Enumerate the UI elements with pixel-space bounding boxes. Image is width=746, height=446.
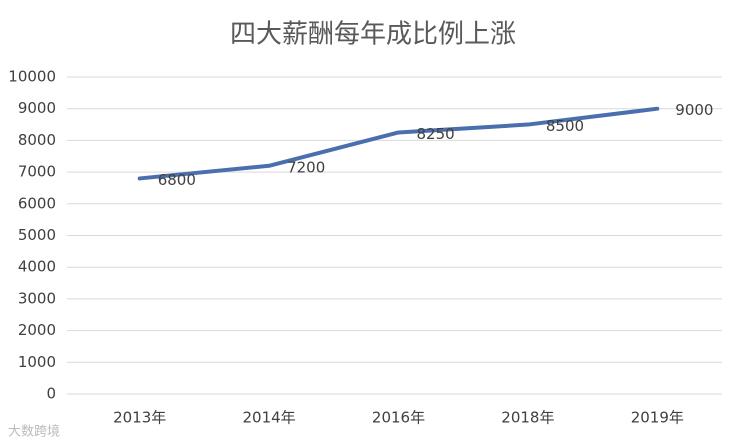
data-label: 7200	[287, 158, 325, 176]
y-tick-label: 7000	[18, 163, 56, 181]
data-label: 6800	[158, 171, 196, 189]
y-tick-label: 9000	[18, 99, 56, 117]
y-tick-label: 8000	[18, 131, 56, 149]
y-tick-label: 3000	[18, 289, 56, 307]
y-tick-label: 2000	[18, 321, 56, 339]
x-tick-label: 2013年	[113, 409, 166, 427]
y-tick-label: 0	[46, 385, 56, 403]
data-label: 9000	[675, 101, 713, 119]
y-tick-label: 6000	[18, 194, 56, 212]
y-tick-label: 4000	[18, 258, 56, 276]
chart-title: 四大薪酬每年成比例上涨	[230, 20, 516, 50]
y-tick-label: 1000	[18, 353, 56, 371]
data-label: 8250	[417, 125, 455, 143]
y-tick-label: 10000	[8, 68, 56, 86]
data-line	[137, 106, 660, 181]
y-tick-label: 5000	[18, 226, 56, 244]
x-tick-label: 2014年	[243, 409, 296, 427]
x-tick-label: 2019年	[631, 409, 684, 427]
data-label: 8500	[546, 117, 584, 135]
x-tick-label: 2016年	[372, 409, 425, 427]
watermark: 大数跨境	[8, 425, 60, 440]
x-tick-label: 2018年	[501, 409, 554, 427]
